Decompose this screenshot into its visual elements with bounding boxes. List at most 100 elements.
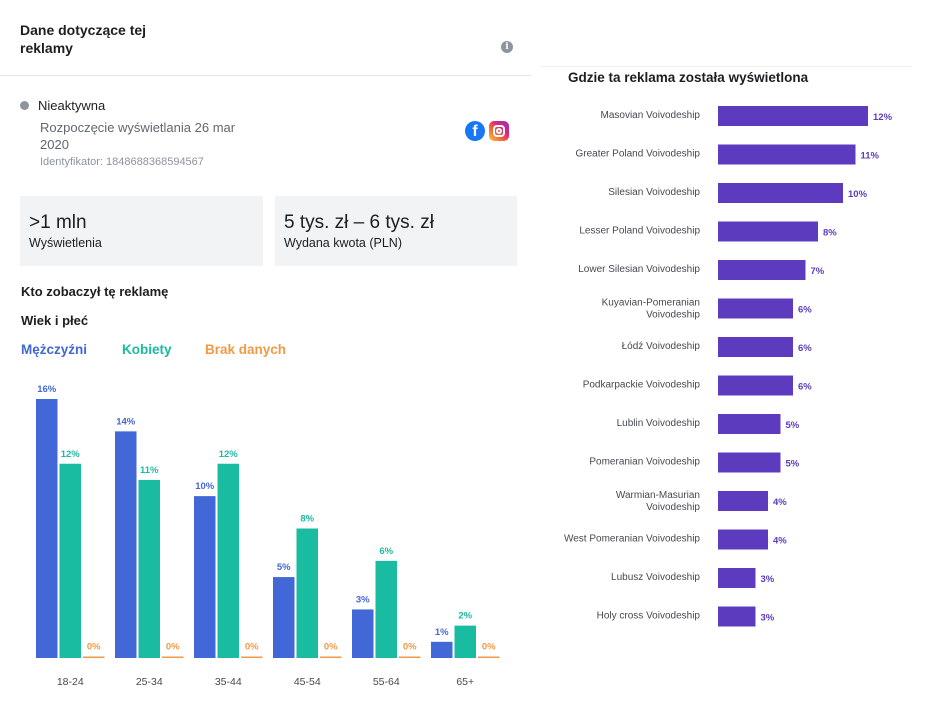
- region-label: Lower Silesian Voivodeship: [578, 264, 700, 275]
- bar-brak-danych-45-54[interactable]: [320, 656, 342, 659]
- spend-card: 5 tys. zł – 6 tys. zł Wydana kwota (PLN): [275, 196, 517, 266]
- x-tick-label: 65+: [456, 676, 474, 688]
- region-label: Łódź Voivodeship: [622, 341, 701, 352]
- x-tick-label: 45-54: [294, 676, 321, 688]
- bar-value-label: 6%: [379, 546, 393, 557]
- spend-label: Wydana kwota (PLN): [284, 236, 402, 250]
- legend-unknown[interactable]: Brak danych: [205, 342, 287, 357]
- region-bar[interactable]: [718, 375, 793, 396]
- bar-value-label: 12%: [61, 449, 81, 460]
- start-date: Rozpoczęcie wyświetlania 26 mar 2020: [40, 120, 236, 152]
- region-bar[interactable]: [718, 106, 868, 126]
- bar-kobiety-35-44[interactable]: [217, 463, 240, 658]
- region-value-label: 5%: [786, 420, 800, 431]
- bar-value-label: 12%: [219, 449, 239, 460]
- region-label: Masovian Voivodeship: [600, 110, 700, 121]
- status-dot-icon: [20, 101, 29, 110]
- bar-mężczyźni-45-54[interactable]: [273, 577, 295, 658]
- region-value-label: 3%: [761, 613, 775, 624]
- status-label: Nieaktywna: [38, 98, 106, 113]
- region-bar[interactable]: [718, 606, 756, 627]
- region-bar[interactable]: [718, 414, 781, 434]
- bar-value-label: 11%: [140, 465, 159, 476]
- x-tick-label: 25-34: [136, 676, 163, 688]
- bar-mężczyźni-65+[interactable]: [431, 641, 453, 658]
- region-bar[interactable]: [718, 491, 768, 511]
- bar-value-label: 0%: [482, 642, 496, 653]
- region-label: Lubusz Voivodeship: [611, 572, 700, 583]
- region-bar[interactable]: [718, 183, 843, 203]
- bar-kobiety-25-34[interactable]: [138, 479, 161, 658]
- bar-mężczyźni-25-34[interactable]: [115, 431, 137, 658]
- bar-value-label: 0%: [324, 642, 338, 653]
- region-bar[interactable]: [718, 221, 818, 242]
- bar-brak-danych-25-34[interactable]: [162, 656, 184, 659]
- region-label: West Pomeranian Voivodeship: [564, 534, 700, 545]
- region-bar[interactable]: [718, 337, 793, 357]
- region-label: Greater Poland Voivodeship: [575, 149, 700, 160]
- bar-value-label: 3%: [356, 594, 370, 605]
- bar-value-label: 0%: [87, 642, 101, 653]
- bar-mężczyźni-55-64[interactable]: [352, 609, 374, 658]
- bar-brak-danych-55-64[interactable]: [399, 656, 421, 659]
- x-tick-label: 55-64: [373, 676, 400, 688]
- bar-mężczyźni-35-44[interactable]: [194, 496, 216, 658]
- region-bar[interactable]: [718, 452, 781, 473]
- divider: [540, 66, 912, 67]
- audience-title: Kto zobaczył tę reklamę: [21, 284, 169, 299]
- region-value-label: 7%: [811, 266, 825, 277]
- impressions-card: >1 mln Wyświetlenia: [20, 196, 263, 266]
- bar-kobiety-65+[interactable]: [454, 625, 477, 658]
- legend-women[interactable]: Kobiety: [122, 342, 172, 357]
- regions-chart: 12% Masovian Voivodeship 11% Greater Poland…: [564, 106, 893, 627]
- region-value-label: 10%: [848, 189, 868, 200]
- bar-value-label: 0%: [403, 642, 417, 653]
- region-value-label: 6%: [798, 382, 812, 393]
- spend-value: 5 tys. zł – 6 tys. zł: [284, 212, 434, 233]
- bar-mężczyźni-18-24[interactable]: [36, 399, 58, 658]
- region-value-label: 12%: [873, 112, 893, 123]
- x-tick-label: 35-44: [215, 676, 242, 688]
- region-label: Podkarpackie Voivodeship: [583, 380, 701, 391]
- region-bar[interactable]: [718, 529, 768, 550]
- legend-men[interactable]: Mężczyźni: [21, 342, 88, 357]
- bar-brak-danych-35-44[interactable]: [241, 656, 263, 659]
- info-icon[interactable]: i: [501, 41, 513, 53]
- region-label: Lublin Voivodeship: [617, 418, 701, 429]
- region-value-label: 11%: [861, 151, 880, 162]
- bar-brak-danych-18-24[interactable]: [83, 656, 105, 659]
- region-value-label: 6%: [798, 343, 812, 354]
- region-value-label: 3%: [761, 574, 775, 585]
- panel-title: Dane dotyczące tej reklamy: [20, 22, 147, 56]
- region-bar[interactable]: [718, 568, 756, 588]
- region-value-label: 6%: [798, 305, 812, 316]
- region-bar[interactable]: [718, 298, 793, 319]
- region-label: Holy cross Voivodeship: [597, 611, 701, 622]
- region-label: Silesian Voivodeship: [608, 187, 700, 198]
- ad-id: Identyfikator: 1848688368594567: [40, 156, 204, 168]
- bar-kobiety-18-24[interactable]: [59, 463, 82, 658]
- bar-value-label: 14%: [116, 416, 136, 427]
- bar-value-label: 5%: [277, 562, 291, 573]
- age-gender-title: Wiek i płeć: [21, 313, 89, 328]
- x-tick-label: 18-24: [57, 676, 84, 688]
- region-label: Kuyavian-Pomeranian Voivodeship: [602, 298, 701, 321]
- bar-value-label: 0%: [166, 642, 180, 653]
- region-bar[interactable]: [718, 144, 856, 165]
- impressions-value: >1 mln: [29, 212, 87, 233]
- region-value-label: 8%: [823, 228, 837, 239]
- region-label: Lesser Poland Voivodeship: [579, 226, 700, 237]
- instagram-icon: [489, 121, 509, 141]
- bar-brak-danych-65+[interactable]: [478, 656, 500, 659]
- facebook-icon: f: [465, 121, 485, 141]
- region-value-label: 4%: [773, 497, 787, 508]
- impressions-label: Wyświetlenia: [29, 236, 102, 250]
- panel-header: Dane dotyczące tej reklamy i: [0, 0, 531, 76]
- region-value-label: 4%: [773, 536, 787, 547]
- bar-value-label: 16%: [37, 384, 57, 395]
- ad-details-panel: Dane dotyczące tej reklamy i Nieaktywna …: [0, 0, 531, 688]
- bar-kobiety-55-64[interactable]: [375, 560, 398, 658]
- region-label: Pomeranian Voivodeship: [589, 457, 700, 468]
- bar-kobiety-45-54[interactable]: [296, 528, 319, 659]
- region-bar[interactable]: [718, 260, 806, 280]
